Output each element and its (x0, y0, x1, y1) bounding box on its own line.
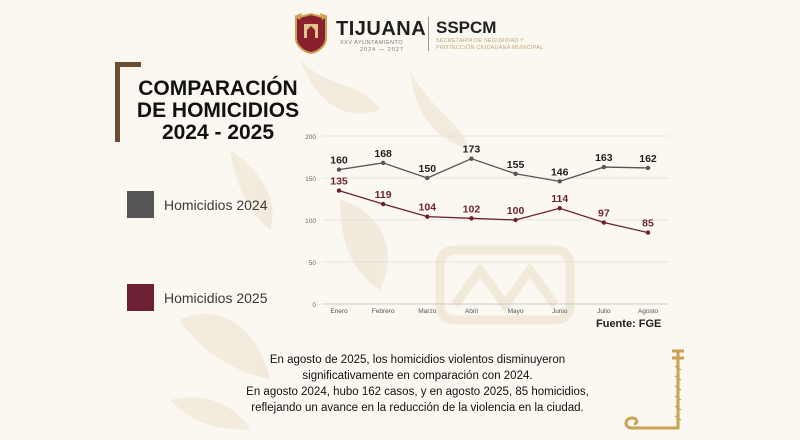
header-divider (428, 17, 429, 51)
x-tick-label: Marzo (418, 308, 436, 315)
chart-title: COMPARACIÓN DE HOMICIDIOS 2024 - 2025 (128, 78, 308, 144)
x-tick-label: Julio (597, 308, 611, 315)
city-name: TIJUANA (336, 18, 427, 40)
data-label-2024: 163 (595, 152, 613, 164)
title-line-3: 2024 - 2025 (161, 121, 275, 144)
y-tick-label: 0 (312, 302, 316, 309)
data-point-2024 (380, 160, 386, 166)
x-tick-label: Mayo (508, 308, 524, 315)
data-point-2025 (469, 216, 474, 221)
y-tick-label: 150 (305, 176, 316, 183)
legend-item-2024: Homicidios 2024 (127, 191, 268, 218)
tijuana-crest-icon (294, 12, 328, 54)
summary-line-4: reflejando un avance en la reducción de … (251, 402, 584, 414)
y-tick-label: 50 (309, 260, 317, 267)
agency-subtitle-1: SECRETARÍA DE SEGURIDAD Y (436, 38, 524, 44)
x-tick-label: Febrero (372, 308, 395, 315)
data-point-2024 (469, 156, 474, 161)
series-line-2024 (338, 157, 649, 183)
data-point-2025 (336, 188, 342, 193)
data-point-2025 (557, 206, 562, 211)
data-label-2025: 114 (551, 193, 568, 205)
city-years: 2024 — 2027 (360, 47, 405, 53)
data-point-2025 (513, 217, 518, 223)
title-line-2: DE HOMICIDIOS (136, 99, 300, 122)
data-label-2024: 155 (507, 159, 525, 171)
data-label-2024: 160 (330, 155, 348, 167)
data-point-2024 (425, 175, 430, 181)
series-line-2025 (338, 189, 649, 234)
data-point-2024 (601, 164, 607, 170)
data-label-2024: 168 (374, 148, 392, 160)
title-line-1: COMPARACIÓN (138, 77, 298, 100)
header: TIJUANA XXV AYUNTAMIENTO 2024 — 2027 SSP… (290, 8, 550, 58)
data-point-2025 (425, 214, 430, 219)
legend-swatch-2025 (127, 284, 154, 311)
data-label-2025: 119 (375, 189, 392, 201)
summary-text: En agosto de 2025, los homicidios violen… (200, 352, 635, 416)
y-tick-label: 100 (305, 218, 316, 225)
title-bracket (115, 62, 141, 142)
data-label-2025: 104 (419, 202, 437, 214)
legend-item-2025: Homicidios 2025 (127, 284, 268, 311)
data-label-2025: 135 (330, 176, 348, 188)
data-label-2025: 85 (642, 218, 654, 230)
x-tick-label: Enero (330, 308, 348, 315)
data-label-2024: 173 (463, 144, 481, 156)
city-subtitle: XXV AYUNTAMIENTO (340, 40, 404, 46)
x-tick-label: Abril (465, 308, 479, 315)
legend-label-2024: Homicidios 2024 (164, 196, 268, 213)
legend-label-2025: Homicidios 2025 (164, 289, 268, 306)
data-label-2025: 100 (507, 205, 525, 217)
data-point-2024 (513, 171, 518, 176)
data-point-2025 (645, 230, 651, 235)
data-label-2025: 97 (598, 208, 610, 220)
data-label-2024: 150 (419, 163, 437, 175)
summary-line-3: En agosto 2024, hubo 162 casos, y en ago… (246, 386, 589, 398)
data-point-2024 (645, 165, 651, 171)
agency-subtitle-2: PROTECCIÓN CIUDADANA MUNICIPAL (436, 45, 544, 51)
summary-line-2: significativamente en comparación con 20… (302, 370, 533, 382)
ornament-icon (624, 349, 684, 430)
x-tick-label: Agosto (638, 308, 659, 315)
data-point-2025 (380, 201, 386, 207)
data-point-2024 (557, 179, 562, 184)
source-label: Fuente: FGE (596, 318, 662, 330)
agency-name: SSPCM (436, 18, 497, 37)
data-label-2024: 162 (639, 153, 657, 165)
x-tick-label: Junio (552, 308, 568, 315)
data-point-2025 (601, 220, 607, 225)
data-label-2024: 146 (551, 166, 569, 178)
legend-swatch-2024 (127, 191, 154, 218)
summary-line-1: En agosto de 2025, los homicidios violen… (269, 354, 566, 366)
y-tick-label: 200 (305, 134, 316, 141)
data-point-2024 (336, 167, 342, 172)
data-label-2025: 102 (463, 203, 481, 215)
